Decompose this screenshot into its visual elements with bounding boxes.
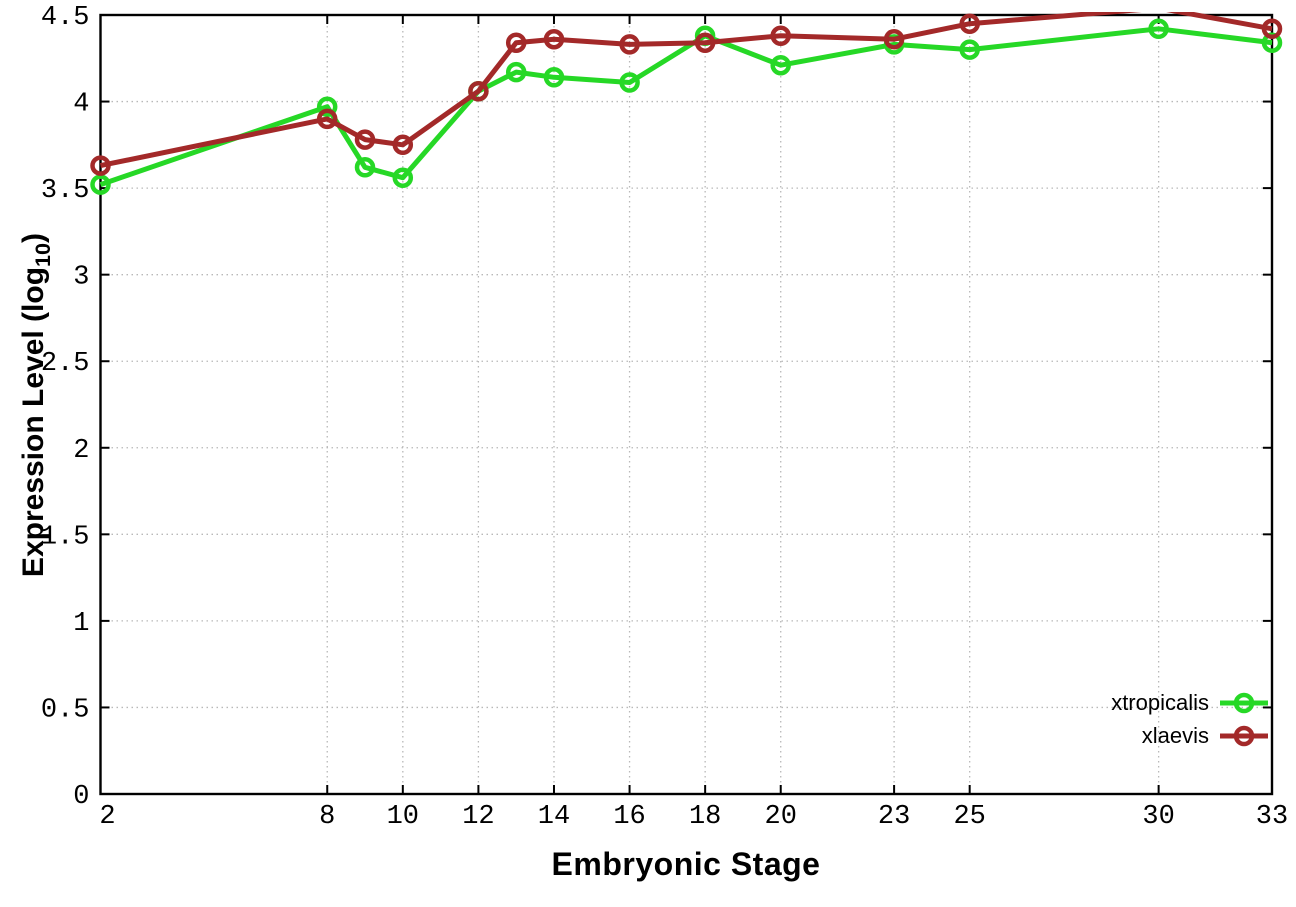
y-tick-label: 2 (73, 436, 89, 466)
series-xtropicalis-point (619, 72, 640, 93)
series-xtropicalis-point (543, 67, 565, 88)
y-tick-label: 0 (73, 782, 89, 812)
plot-border (99, 13, 1274, 796)
legend-label-xtropicalis: xtropicalis (1111, 689, 1209, 715)
series-xlaevis (90, 12, 1283, 176)
series-xtropicalis-point (90, 174, 111, 195)
y-tick-label: 3.5 (41, 176, 90, 206)
series-xtropicalis-point (770, 54, 791, 76)
x-tick-label: 16 (613, 802, 645, 832)
series-xlaevis-point (770, 25, 791, 47)
series-xlaevis-point (316, 108, 338, 130)
series-xlaevis-point (468, 80, 489, 102)
series-xtropicalis-point (959, 39, 980, 60)
x-tick-label: 33 (1256, 802, 1288, 832)
legend: xtropicalis xlaevis (1111, 687, 1270, 751)
legend-sample-point (1233, 692, 1255, 713)
series-xtropicalis-point (1148, 18, 1169, 40)
x-tick-label: 30 (1142, 802, 1174, 832)
series-xlaevis-point (694, 32, 716, 53)
y-tick-label: 1.5 (41, 522, 90, 552)
series-xlaevis-point (354, 129, 376, 150)
x-tick-label: 8 (319, 802, 335, 832)
legend-item-xlaevis: xlaevis (1111, 720, 1270, 751)
y-axis-title-close: ) (17, 232, 50, 243)
x-tick-label: 10 (387, 802, 419, 832)
legend-label-xlaevis: xlaevis (1141, 722, 1209, 748)
y-tick-label: 2.5 (41, 349, 90, 379)
series-xlaevis-point (959, 13, 980, 34)
x-tick-label: 20 (765, 802, 797, 832)
x-tick-label: 12 (462, 802, 494, 832)
series-xlaevis-point (90, 155, 111, 176)
y-tick-label: 3 (73, 263, 89, 293)
y-axis-title-text: Expression Level (log (17, 266, 50, 578)
x-tick-label: 25 (953, 802, 985, 832)
series-xlaevis-point (392, 134, 414, 156)
series-xlaevis-point (619, 34, 640, 55)
y-tick-label: 0.5 (41, 695, 90, 725)
series-xlaevis-point (1261, 18, 1283, 40)
x-axis-title: Embryonic Stage (551, 846, 821, 882)
series-xlaevis-point (883, 28, 905, 50)
series-xlaevis-point (505, 32, 527, 53)
x-tick-label: 18 (689, 802, 721, 832)
x-tick-label: 23 (878, 802, 910, 832)
x-tick-label: 2 (99, 802, 115, 832)
series-xlaevis-point (543, 28, 565, 50)
x-tick-label: 14 (538, 802, 570, 832)
y-tick-label: 4 (73, 90, 89, 120)
y-tick-label: 4.5 (41, 3, 90, 33)
series-xtropicalis-point (505, 61, 527, 83)
y-tick-label: 1 (73, 609, 89, 639)
y-axis-title: Expression Level (log10) (17, 195, 59, 615)
series-xtropicalis-point (354, 157, 376, 178)
legend-marker-xlaevis-icon (1220, 725, 1268, 746)
y-axis-title-subscript: 10 (30, 242, 55, 267)
series-xtropicalis-point (316, 96, 338, 117)
legend-marker-xtropicalis-icon (1220, 692, 1268, 713)
legend-sample-point (1233, 725, 1255, 746)
series-xtropicalis-point (392, 167, 414, 188)
legend-item-xtropicalis: xtropicalis (1111, 687, 1270, 718)
